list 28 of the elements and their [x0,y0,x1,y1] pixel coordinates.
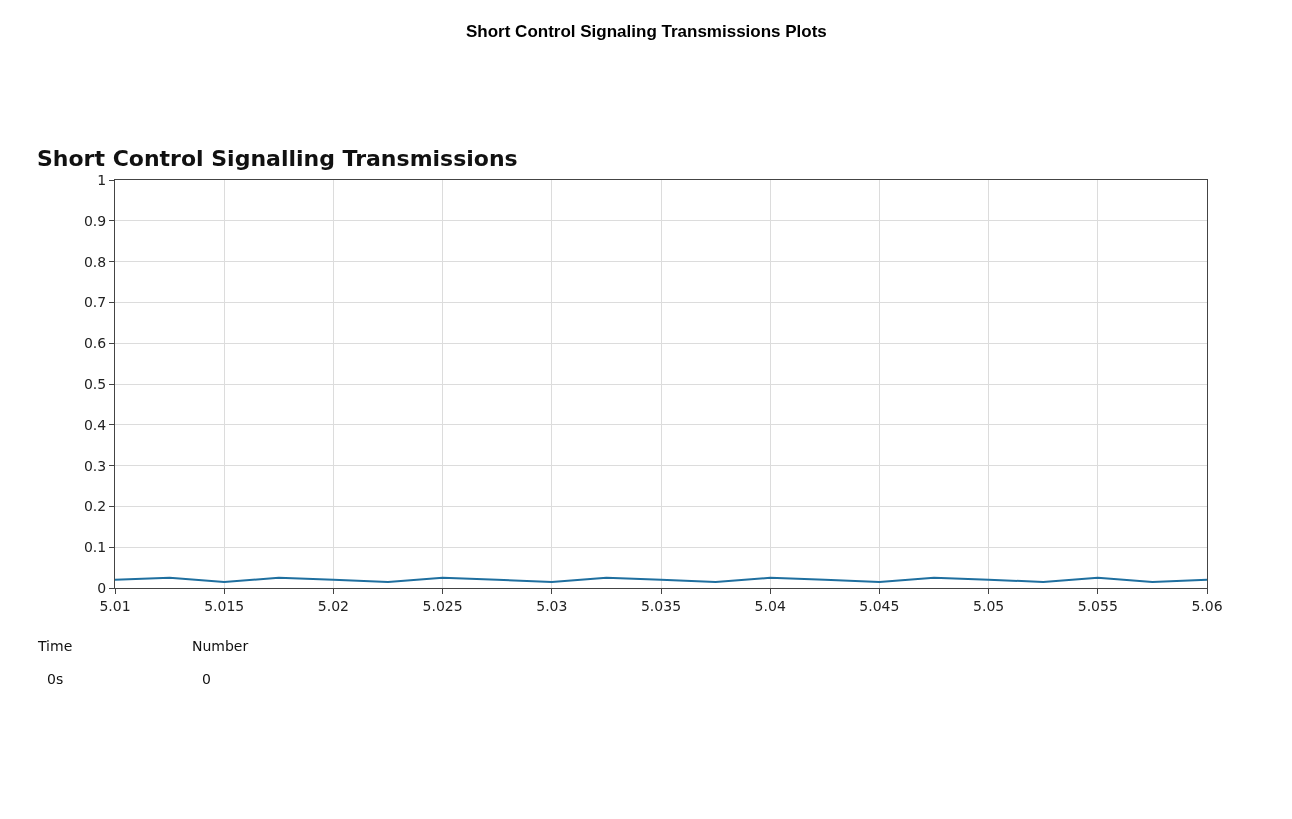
y-tick-label: 0.5 [83,375,107,392]
text: 0s [47,671,64,687]
y-tick-label: 0.3 [83,457,107,474]
y-tick-label: 0.1 [83,539,107,556]
x-tick-label: 5.035 [640,597,682,614]
y-tick-label: 0.8 [83,253,107,270]
x-tick-label: 5.03 [536,597,568,614]
x-tick-label: 5.01 [99,597,131,614]
text: Number [192,638,249,654]
x-tick-label: 5.055 [1077,597,1118,614]
text: 0 [202,671,211,687]
x-tick-label: 5.05 [973,597,1005,614]
chart-subtitle: Short Control Signalling Transmissions [37,146,518,171]
y-tick-label: 0.9 [83,212,107,229]
x-tick-label: 5.045 [859,597,900,614]
x-tick-label: 5.06 [1191,597,1223,614]
x-tick-label: 5.025 [422,597,463,614]
x-tick-label: 5.04 [754,597,786,614]
y-tick-label: 1 [97,171,107,188]
y-tick-label: 0.7 [83,294,107,311]
y-tick-label: 0.4 [83,416,107,433]
chart-title: Short Control Signaling Transmissions Plots [466,22,827,41]
y-tick-label: 0 [97,579,107,596]
y-tick-label: 0.2 [83,498,107,515]
text: Time [37,638,73,654]
x-tick-label: 5.015 [204,597,245,614]
x-tick-label: 5.02 [317,597,349,614]
y-tick-label: 0.6 [83,335,107,352]
